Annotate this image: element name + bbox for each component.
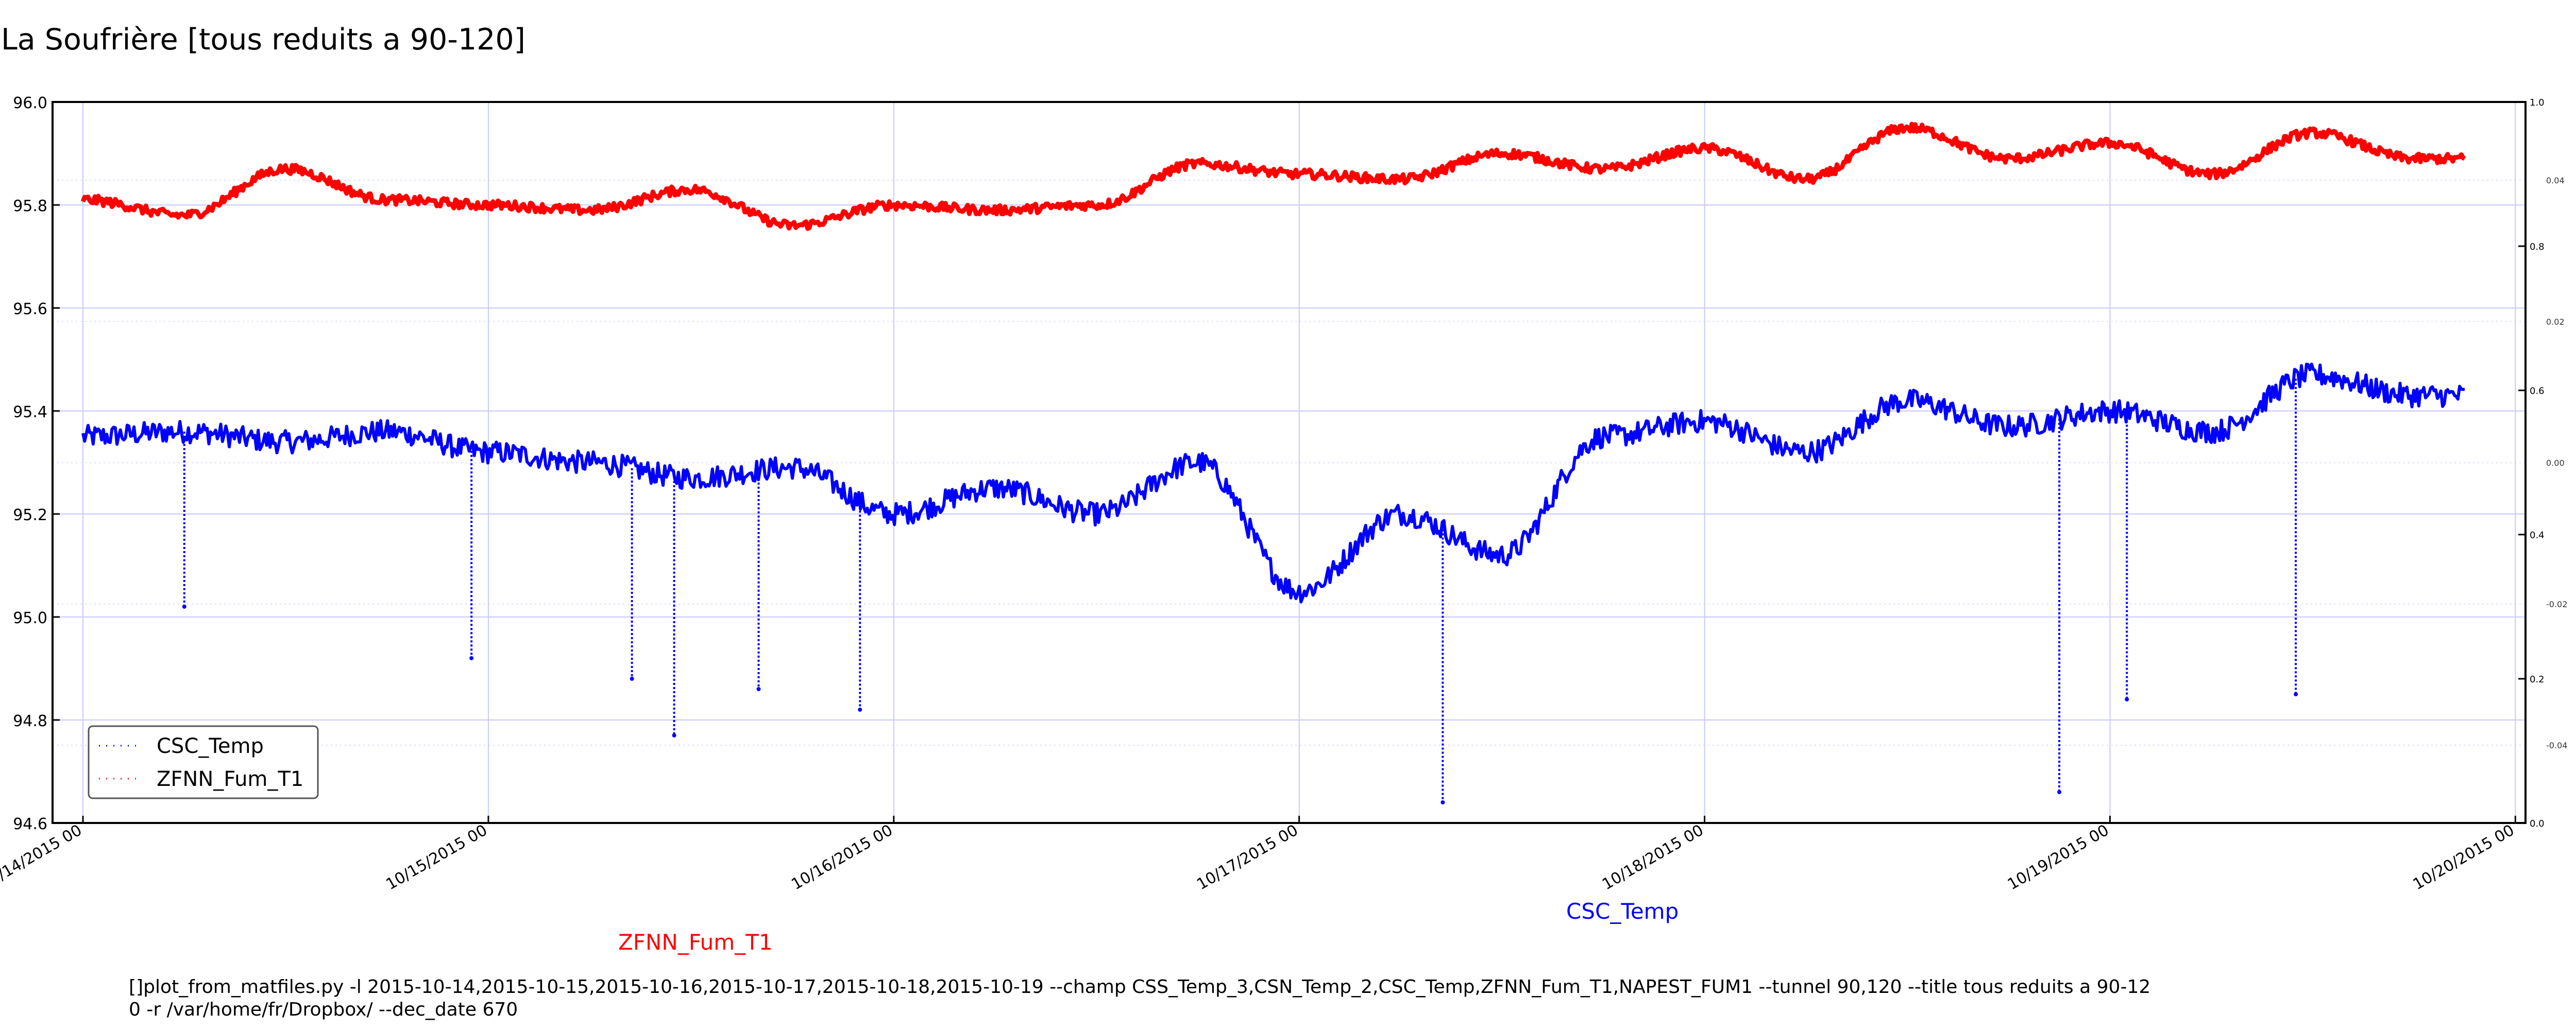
legend-entry: ZFNN_Fum_T1 xyxy=(157,767,303,791)
right-inner-tick-label: 0.02 xyxy=(2546,317,2565,327)
x-tick-label: 10/20/2015 00 xyxy=(2410,821,2518,894)
y-tick-label: 95.2 xyxy=(13,506,47,524)
y-tick-label: 94.8 xyxy=(13,712,47,730)
x-tick-label: 10/15/2015 00 xyxy=(383,821,490,894)
y-tick-label: 95.0 xyxy=(13,609,47,627)
legend: CSC_Temp ZFNN_Fum_T1 xyxy=(88,725,319,799)
csc-series-label: CSC_Temp xyxy=(1566,899,1679,924)
right-inner-tick-label: 0.04 xyxy=(2546,176,2565,185)
series-line-CSC_Temp xyxy=(81,363,2465,604)
y-tick-label: 94.6 xyxy=(13,815,47,833)
axis-layer: 94.6 94.8 95.0 95.2 95.4 95.6 95.8 96.0 0.0 0.2 0.… xyxy=(0,94,2567,894)
legend-box xyxy=(88,725,319,799)
x-tick-label: 10/17/2015 00 xyxy=(1194,821,1301,894)
legend-entry: CSC_Temp xyxy=(157,734,264,758)
y-tick-label: 95.8 xyxy=(13,197,47,215)
spike-point-CSC_Temp xyxy=(2294,692,2298,696)
right-tick-label: 0.8 xyxy=(2530,242,2545,252)
command-line-2: 0 -r /var/home/fr/Dropbox/ --dec_date 67… xyxy=(129,999,518,1020)
spike-point-CSC_Temp xyxy=(2057,790,2062,794)
spike-point-CSC_Temp xyxy=(182,605,187,609)
series-line-ZFNN_Fum_T1 xyxy=(80,122,2466,231)
spike-point-CSC_Temp xyxy=(756,687,761,691)
command-line-1: []plot_from_matfiles.py -l 2015-10-14,20… xyxy=(129,976,2151,998)
series-layer xyxy=(80,122,2466,804)
right-tick-label: 0.0 xyxy=(2530,818,2545,829)
x-tick-label: 10/19/2015 00 xyxy=(2005,821,2112,894)
spike-point-CSC_Temp xyxy=(2125,697,2129,701)
y-tick-label: 95.6 xyxy=(13,300,47,318)
y-tick-label: 96.0 xyxy=(13,94,47,112)
right-tick-label: 1.0 xyxy=(2530,97,2545,108)
x-tick-label: 10/16/2015 00 xyxy=(788,821,896,894)
y-tick-label: 95.4 xyxy=(13,403,47,421)
plot-frame xyxy=(52,101,2527,824)
spike-point-CSC_Temp xyxy=(630,677,634,681)
spike-point-CSC_Temp xyxy=(469,656,474,660)
x-tick-label: 10/18/2015 00 xyxy=(1599,821,1707,894)
right-inner-tick-label: -0.04 xyxy=(2546,741,2567,750)
spike-point-CSC_Temp xyxy=(1440,800,1445,804)
chart-title: La Soufrière [tous reduits a 90-120] xyxy=(1,23,526,57)
zfnn-series-label: ZFNN_Fum_T1 xyxy=(618,930,773,955)
right-inner-tick-label: -0.02 xyxy=(2546,599,2567,609)
right-tick-label: 0.2 xyxy=(2530,674,2545,685)
spike-point-CSC_Temp xyxy=(672,733,676,737)
grid-layer xyxy=(53,101,2526,823)
right-inner-tick-label: 0.00 xyxy=(2546,458,2565,468)
right-tick-label: 0.4 xyxy=(2530,530,2545,541)
command-line-text: []plot_from_matfiles.py -l 2015-10-14,20… xyxy=(129,976,2150,1021)
right-tick-label: 0.6 xyxy=(2530,386,2545,397)
spike-point-CSC_Temp xyxy=(858,708,862,712)
